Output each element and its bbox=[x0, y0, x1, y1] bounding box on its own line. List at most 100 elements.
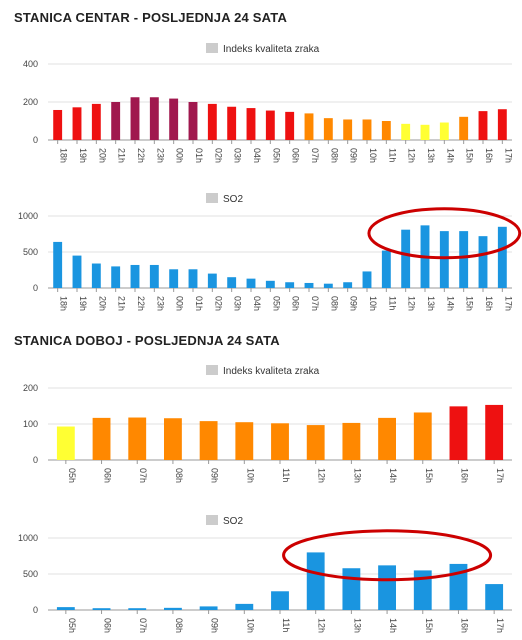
bar bbox=[199, 606, 218, 610]
x-tick-label: 05h bbox=[271, 296, 281, 311]
bar bbox=[227, 106, 237, 140]
bar bbox=[72, 255, 82, 288]
x-tick-label: 17h bbox=[503, 296, 513, 311]
y-tick-label: 0 bbox=[33, 135, 38, 145]
x-tick-label: 15h bbox=[465, 296, 475, 311]
chart-svg: Indeks kvaliteta zraka 0 100 200 05h 06h 07h 08… bbox=[23, 365, 512, 483]
bar bbox=[459, 116, 469, 140]
x-tick-label: 13h bbox=[426, 296, 436, 311]
x-tick-label: 17h bbox=[495, 618, 505, 633]
bar bbox=[304, 113, 314, 140]
bar bbox=[235, 422, 254, 460]
x-tick-label: 11h bbox=[281, 468, 291, 482]
bar bbox=[449, 406, 468, 460]
chart-svg: SO2 0 500 1000 05h 06h 07h 08h 09h 10h 11h 12h 13h 14… bbox=[18, 515, 512, 633]
bar bbox=[401, 229, 411, 288]
x-tick-label: 13h bbox=[352, 618, 362, 633]
bar bbox=[53, 109, 63, 140]
x-tick-label: 20h bbox=[97, 296, 107, 311]
x-tick-label: 15h bbox=[424, 618, 434, 633]
bar bbox=[169, 98, 179, 140]
bar bbox=[271, 591, 289, 610]
chart-doboj-so2: SO2 0 500 1000 05h 06h 07h 08h 09h 10h 11h 12h 13h 14… bbox=[0, 508, 522, 640]
x-tick-label: 21h bbox=[117, 296, 127, 311]
legend-swatch bbox=[206, 193, 218, 203]
chart-centar-aqi: Indeks kvaliteta zraka 0 200 400 18h 19h 20h 21… bbox=[0, 36, 522, 176]
bar bbox=[485, 584, 504, 610]
bar bbox=[343, 282, 353, 288]
x-tick-label: 08h bbox=[329, 296, 339, 311]
x-tick-label: 12h bbox=[407, 296, 417, 311]
bar bbox=[362, 119, 372, 140]
x-tick-label: 16h bbox=[459, 618, 469, 633]
x-tick-label: 03h bbox=[233, 296, 243, 311]
x-tick-label: 07h bbox=[138, 468, 148, 483]
x-tick-label: 15h bbox=[424, 468, 434, 483]
bar bbox=[265, 280, 275, 288]
legend-swatch bbox=[206, 43, 218, 53]
x-tick-label: 06h bbox=[291, 296, 301, 311]
bar bbox=[188, 269, 198, 288]
x-tick-label: 14h bbox=[445, 148, 455, 163]
y-tick-label: 500 bbox=[23, 247, 38, 257]
x-tick-label: 10h bbox=[368, 148, 378, 163]
x-tick-label: 05h bbox=[67, 618, 77, 633]
bar bbox=[246, 278, 256, 288]
x-tick-label: 06h bbox=[103, 468, 113, 483]
bar bbox=[420, 124, 430, 140]
x-tick-label: 06h bbox=[103, 618, 113, 633]
bar bbox=[306, 425, 325, 460]
x-tick-label: 23h bbox=[155, 148, 165, 163]
bar bbox=[149, 97, 159, 140]
x-tick-label: 00h bbox=[175, 296, 185, 311]
bar bbox=[199, 421, 218, 460]
x-tick-label: 13h bbox=[352, 468, 362, 483]
bar bbox=[53, 241, 63, 288]
x-tick-label: 12h bbox=[317, 468, 327, 483]
bar bbox=[497, 109, 507, 140]
x-tick-label: 12h bbox=[407, 148, 417, 163]
y-tick-label: 200 bbox=[23, 383, 38, 393]
x-tick-label: 22h bbox=[136, 148, 146, 163]
x-tick-label: 09h bbox=[210, 468, 220, 483]
bar bbox=[207, 273, 217, 288]
x-tick-label: 13h bbox=[426, 148, 436, 163]
bar bbox=[91, 103, 101, 140]
x-tick-label: 18h bbox=[59, 296, 69, 311]
bar bbox=[306, 552, 325, 610]
x-tick-label: 04h bbox=[252, 148, 262, 163]
x-tick-label: 16h bbox=[484, 296, 494, 311]
x-tick-label: 05h bbox=[271, 148, 281, 163]
legend-label: SO2 bbox=[223, 516, 243, 527]
x-tick-label: 17h bbox=[503, 148, 513, 163]
chart-doboj-aqi: Indeks kvaliteta zraka 0 100 200 05h 06h 07h 08… bbox=[0, 358, 522, 498]
x-tick-label: 08h bbox=[174, 468, 184, 483]
bar bbox=[459, 231, 469, 288]
highlight-ellipse bbox=[282, 529, 493, 582]
bar bbox=[92, 417, 111, 460]
x-tick-label: 20h bbox=[97, 148, 107, 163]
x-tick-label: 19h bbox=[78, 296, 88, 311]
bar bbox=[164, 418, 182, 460]
bar bbox=[323, 118, 333, 140]
bar bbox=[130, 264, 140, 288]
y-tick-label: 1000 bbox=[18, 533, 38, 543]
legend-label: Indeks kvaliteta zraka bbox=[223, 366, 320, 377]
x-tick-label: 00h bbox=[175, 148, 185, 163]
bar bbox=[439, 122, 449, 140]
y-tick-label: 100 bbox=[23, 419, 38, 429]
station-title-centar: STANICA CENTAR - POSLJEDNJA 24 SATA bbox=[14, 10, 288, 25]
bar bbox=[188, 102, 198, 140]
x-tick-label: 06h bbox=[291, 148, 301, 163]
bar bbox=[56, 607, 75, 610]
bar bbox=[323, 283, 333, 288]
bar bbox=[128, 417, 147, 460]
x-tick-label: 07h bbox=[310, 148, 320, 163]
x-tick-label: 11h bbox=[387, 296, 397, 310]
x-tick-label: 21h bbox=[117, 148, 127, 163]
bar bbox=[413, 570, 432, 610]
bar bbox=[401, 123, 411, 140]
x-tick-label: 04h bbox=[252, 296, 262, 311]
x-tick-label: 08h bbox=[174, 618, 184, 633]
bar bbox=[111, 266, 121, 288]
